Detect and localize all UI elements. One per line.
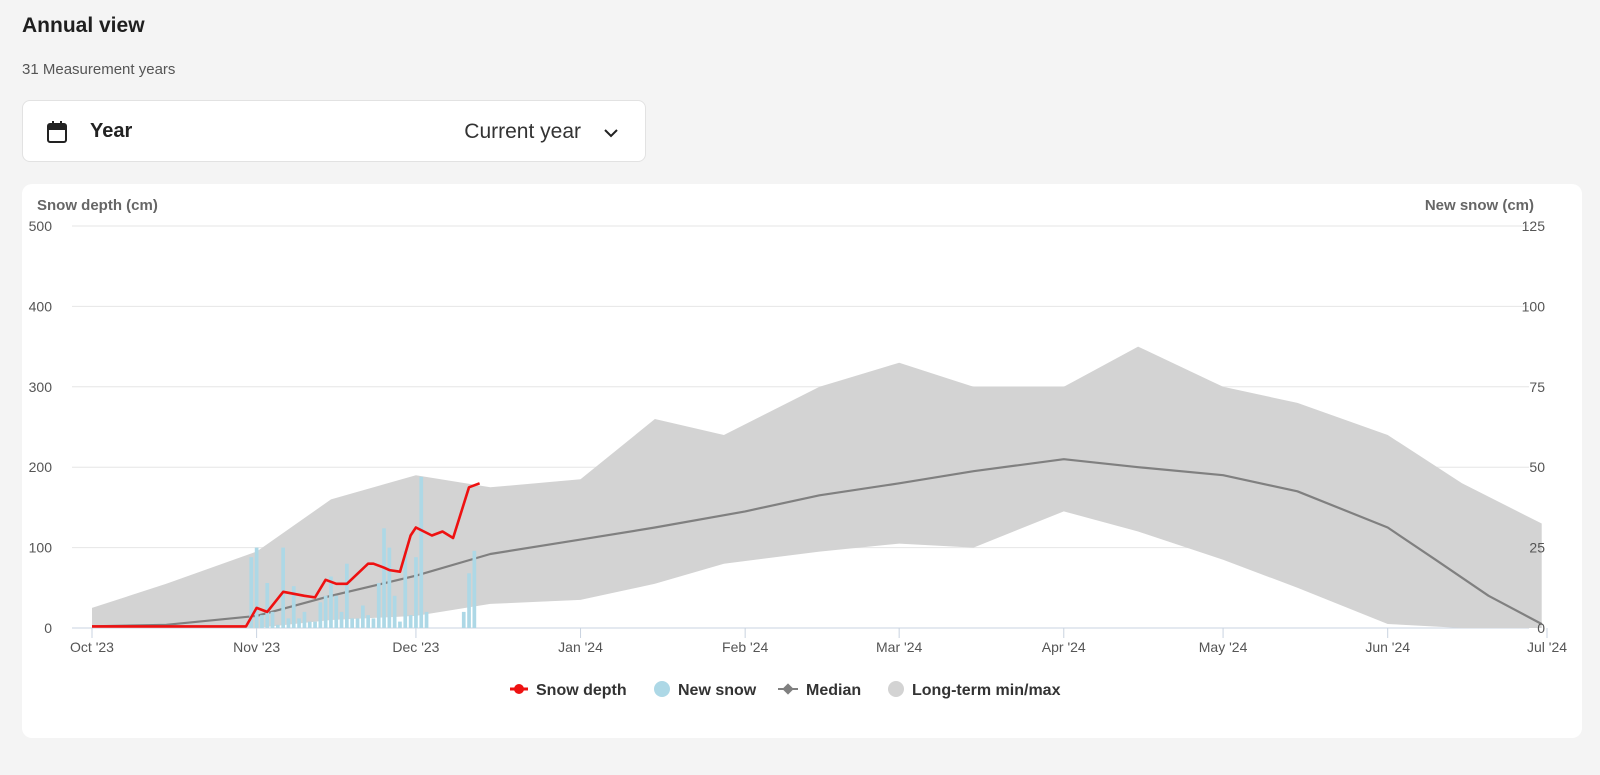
- new-snow-bar: [392, 595, 397, 628]
- y-right-tick: 125: [1522, 218, 1546, 234]
- y-right-tick-labels: 0 25 50 75 100 125: [1522, 218, 1546, 636]
- x-tick-label: Jan '24: [558, 639, 603, 655]
- new-snow-bar: [467, 573, 471, 628]
- y-right-tick: 50: [1529, 459, 1545, 475]
- new-snow-bar: [382, 528, 386, 628]
- new-snow-bar: [398, 621, 402, 628]
- new-snow-bar: [472, 550, 477, 628]
- new-snow-bar: [403, 550, 408, 628]
- new-snow-bar: [408, 615, 413, 628]
- legend-label[interactable]: Median: [806, 682, 861, 699]
- new-snow-bar: [387, 547, 392, 628]
- new-snow-bar: [323, 595, 328, 628]
- year-selector[interactable]: Year Current year: [22, 100, 646, 162]
- gray-diamond-icon: [782, 683, 794, 695]
- new-snow-bar: [334, 595, 339, 628]
- new-snow-bar: [366, 615, 370, 628]
- new-snow-bar: [355, 618, 360, 628]
- y-left-axis-title: Snow depth (cm): [37, 197, 158, 214]
- x-tick-label: Dec '23: [392, 639, 439, 655]
- new-snow-bar: [249, 557, 254, 628]
- new-snow-bar: [270, 611, 275, 628]
- x-tick-label: Nov '23: [233, 639, 280, 655]
- x-tick-label: Jul '24: [1527, 639, 1567, 655]
- y-left-tick: 100: [29, 540, 53, 556]
- x-tick-label: Mar '24: [876, 639, 922, 655]
- new-snow-bar: [260, 615, 264, 628]
- chevron-down-icon[interactable]: [603, 125, 619, 141]
- page-title: Annual view: [22, 14, 145, 37]
- new-snow-bar: [361, 605, 365, 628]
- new-snow-bar: [265, 583, 270, 628]
- new-snow-bar: [424, 611, 429, 628]
- chart-legend: Snow depth New snow Median Long-term min/ma…: [510, 681, 1061, 699]
- new-snow-bar: [339, 611, 344, 628]
- calendar-icon: [47, 121, 67, 143]
- x-tick-label: Jun '24: [1365, 639, 1410, 655]
- new-snow-bar: [419, 476, 424, 628]
- new-snow-bar: [414, 557, 418, 628]
- year-value[interactable]: Current year: [464, 120, 581, 143]
- red-dot-icon: [514, 684, 524, 694]
- new-snow-bar: [313, 621, 317, 628]
- new-snow-bars: [249, 476, 477, 628]
- new-snow-bar: [350, 618, 354, 628]
- y-left-tick: 500: [29, 218, 53, 234]
- x-axis: Oct '23 Nov '23 Dec '23 Jan '24 Feb '24 Mar '…: [70, 628, 1567, 655]
- new-snow-bar: [345, 563, 349, 628]
- new-snow-bar: [307, 621, 312, 628]
- x-tick-label: May '24: [1199, 639, 1248, 655]
- x-tick-label: Apr '24: [1042, 639, 1086, 655]
- new-snow-bar: [461, 611, 466, 628]
- legend-label[interactable]: Snow depth: [536, 682, 627, 699]
- snow-chart: Snow depth (cm) New snow (cm) 0 100 200 300…: [29, 197, 1568, 699]
- new-snow-bar: [318, 602, 323, 628]
- y-left-tick: 400: [29, 298, 53, 314]
- new-snow-bar: [254, 547, 259, 628]
- snow-chart-card: Snow depth (cm) New snow (cm) 0 100 200 300…: [22, 184, 1582, 738]
- new-snow-bar: [286, 618, 291, 628]
- legend-label[interactable]: Long-term min/max: [912, 682, 1061, 699]
- new-snow-bar: [329, 576, 333, 628]
- y-right-tick: 25: [1529, 540, 1545, 556]
- y-right-axis-title: New snow (cm): [1425, 197, 1534, 214]
- y-right-tick: 100: [1522, 298, 1546, 314]
- y-left-tick: 0: [44, 620, 52, 636]
- y-right-tick: 0: [1537, 620, 1545, 636]
- snow-depth-line: [92, 482, 481, 628]
- range-area: [92, 346, 1542, 628]
- new-snow-bar: [297, 618, 301, 628]
- measurement-years-text: 31 Measurement years: [22, 61, 176, 78]
- blue-dot-icon: [654, 681, 670, 697]
- legend-label[interactable]: New snow: [678, 682, 757, 699]
- year-label: Year: [90, 120, 133, 142]
- gray-dot-icon: [888, 681, 904, 697]
- new-snow-bar: [281, 547, 285, 628]
- x-tick-label: Oct '23: [70, 639, 114, 655]
- y-right-tick: 75: [1529, 379, 1545, 395]
- x-tick-label: Feb '24: [722, 639, 768, 655]
- new-snow-bar: [302, 611, 307, 628]
- y-left-tick-labels: 0 100 200 300 400 500: [29, 218, 53, 636]
- min-max-range-area: [92, 346, 1542, 628]
- new-snow-bar: [371, 618, 376, 628]
- y-left-tick: 300: [29, 379, 53, 395]
- snow-depth-path: [92, 482, 481, 628]
- new-snow-bar: [376, 583, 381, 628]
- y-left-tick: 200: [29, 459, 53, 475]
- new-snow-bar: [291, 586, 296, 628]
- new-snow-bar: [276, 624, 280, 628]
